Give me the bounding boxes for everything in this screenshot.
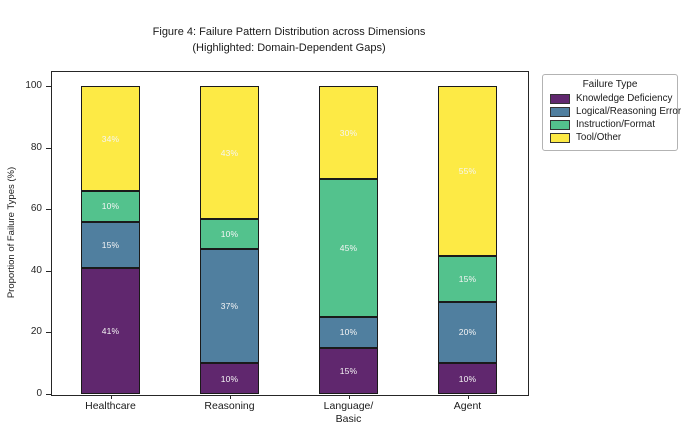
bar-segment: 45% <box>318 178 379 318</box>
bar-segment: 55% <box>437 86 498 256</box>
y-axis-label: Proportion of Failure Types (%) <box>6 166 18 299</box>
bar-segment-label: 10% <box>101 201 120 212</box>
bar-segment-label: 20% <box>458 327 477 338</box>
x-tick-mark <box>348 395 350 399</box>
x-tick-mark <box>467 395 469 399</box>
x-tick-label: Reasoning <box>204 400 255 412</box>
legend-label: Instruction/Format <box>576 119 655 130</box>
bar-segment: 41% <box>80 267 141 394</box>
legend: Failure Type Knowledge Deficiency Logical… <box>542 74 681 151</box>
legend-swatch <box>550 106 570 117</box>
legend-title: Failure Type <box>582 79 638 90</box>
y-tick-mark <box>46 86 51 88</box>
y-tick-mark <box>46 270 51 272</box>
legend-label: Knowledge Deficiency <box>576 93 673 104</box>
bar-segment-label: 37% <box>220 301 239 312</box>
chart-subtitle: (Highlighted: Domain-Dependent Gaps) <box>192 42 386 54</box>
bar-segment: 34% <box>80 86 141 191</box>
bar-segment-label: 10% <box>458 373 477 384</box>
y-axis-label-wrap: Proportion of Failure Types (%) <box>4 71 20 394</box>
x-tick-mark <box>110 395 112 399</box>
bar-segment-label: 15% <box>339 365 358 376</box>
legend-item: Tool/Other <box>550 132 670 143</box>
bar-segment-label: 41% <box>101 325 120 336</box>
y-tick-mark <box>46 394 51 395</box>
bar-segment: 10% <box>199 218 260 250</box>
x-tick-mark <box>229 395 231 399</box>
bar-segment-label: 30% <box>339 127 358 138</box>
bar-segment: 10% <box>80 190 141 222</box>
legend-item: Knowledge Deficiency <box>550 93 673 104</box>
legend-item: Instruction/Format <box>550 119 670 130</box>
bar-segment-label: 55% <box>458 165 477 176</box>
legend-label: Logical/Reasoning Error <box>576 106 682 117</box>
bar-segment-label: 43% <box>220 147 239 158</box>
bar-segment-label: 10% <box>339 327 358 338</box>
bar-segment: 15% <box>318 347 379 394</box>
legend-swatch <box>550 132 570 143</box>
bar-segment-label: 10% <box>220 373 239 384</box>
y-tick-label: 20 <box>30 326 42 338</box>
bar-segment: 43% <box>199 86 260 219</box>
bar-segment: 15% <box>80 221 141 268</box>
bar-segment-label: 34% <box>101 133 120 144</box>
legend-swatch <box>550 93 570 104</box>
x-tick-label: Healthcare <box>85 400 136 412</box>
bar-segment: 37% <box>199 249 260 364</box>
y-tick-mark <box>46 332 51 334</box>
bar-segment: 15% <box>437 255 498 302</box>
bar-segment: 10% <box>199 363 260 394</box>
legend-label: Tool/Other <box>576 132 622 143</box>
chart-title-block: Figure 4: Failure Pattern Distribution a… <box>51 24 527 56</box>
bar-segment-label: 10% <box>220 229 239 240</box>
y-tick-label: 100 <box>25 80 42 92</box>
x-tick-label: Language/ Basic <box>323 400 374 425</box>
bar-segment-label: 45% <box>339 242 358 253</box>
y-tick-label: 80 <box>30 141 42 153</box>
bar-segment: 20% <box>437 301 498 364</box>
y-tick-label: 60 <box>30 203 42 215</box>
legend-item: Logical/Reasoning Error <box>550 106 681 117</box>
y-tick-label: 0 <box>36 388 42 399</box>
bar-segment: 10% <box>437 363 498 394</box>
bar-segment: 10% <box>318 317 379 348</box>
bar-segment-label: 15% <box>101 239 120 250</box>
bar-segment-label: 15% <box>458 273 477 284</box>
legend-items: Knowledge Deficiency Logical/Reasoning Er… <box>550 93 681 143</box>
y-tick-mark <box>46 209 51 211</box>
x-tick-label: Agent <box>453 400 482 412</box>
bar-segment: 30% <box>318 86 379 179</box>
legend-swatch <box>550 119 570 130</box>
chart-title: Figure 4: Failure Pattern Distribution a… <box>152 26 426 38</box>
x-tick-labels: Healthcare Reasoning Language/ Basic Agent <box>51 400 527 426</box>
y-tick-label: 40 <box>30 264 42 276</box>
y-tick-mark <box>46 147 51 149</box>
